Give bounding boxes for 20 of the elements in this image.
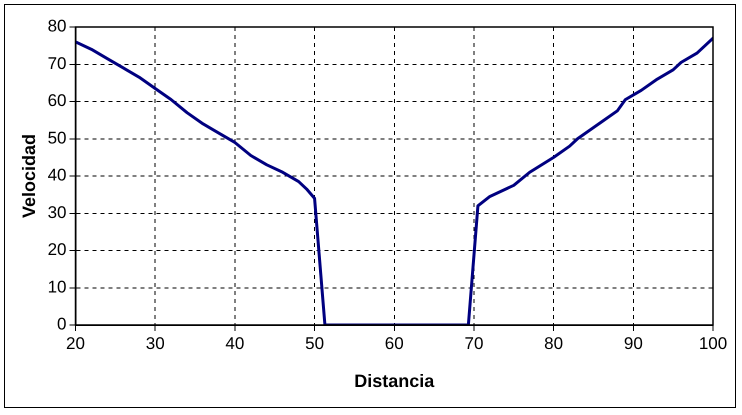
x-tick-label: 90 (624, 334, 643, 353)
y-tick-label: 50 (48, 128, 67, 148)
y-tick-label: 70 (48, 54, 67, 73)
x-tick-label: 80 (544, 334, 564, 353)
y-tick-label: 30 (48, 202, 67, 222)
x-tick-label: 30 (146, 334, 165, 353)
y-axis-title: Velocidad (18, 134, 39, 218)
y-tick-label: 60 (48, 91, 67, 110)
x-tick-label: 60 (384, 334, 404, 353)
y-tick-label: 10 (48, 277, 67, 296)
x-axis-title: Distancia (354, 371, 436, 392)
x-tick-label: 20 (66, 334, 85, 353)
x-tick-label: 100 (698, 334, 728, 353)
y-tick-label: 20 (48, 240, 67, 260)
x-tick-label: 70 (464, 334, 484, 353)
y-tick-label: 40 (48, 166, 67, 185)
y-tick-label: 80 (48, 16, 67, 36)
x-tick-label: 40 (225, 334, 244, 353)
y-tick-label: 0 (57, 314, 67, 334)
x-tick-label: 50 (305, 334, 324, 353)
